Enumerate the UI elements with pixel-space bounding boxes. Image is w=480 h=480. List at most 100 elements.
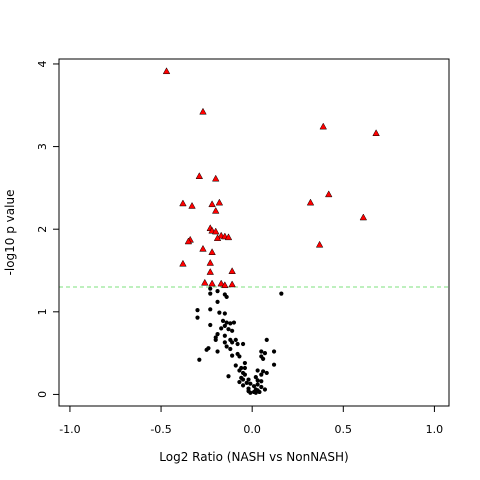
nonsignificant-point <box>195 308 200 313</box>
nonsignificant-point <box>259 384 264 390</box>
nonsignificant-point <box>240 377 246 382</box>
nonsignificant-point <box>255 368 260 373</box>
x-tick-label: -0.5 <box>150 423 171 436</box>
nonsignificant-point <box>197 357 202 362</box>
x-tick-label: 1.0 <box>426 423 444 436</box>
x-axis: -1.0 -0.5 0.0 0.5 1.0 <box>59 405 444 436</box>
significant-point <box>212 227 220 235</box>
significant-point <box>221 281 229 289</box>
significant-point <box>315 240 324 248</box>
nonsignificant-point <box>215 289 220 294</box>
significant-point <box>324 190 333 198</box>
nonsignificant-point <box>242 372 247 377</box>
nonsignificant-point <box>237 379 242 385</box>
nonsignificant-point <box>240 341 246 347</box>
significant-point <box>199 107 207 115</box>
nonsignificant-point <box>255 378 260 383</box>
nonsignificant-point <box>230 328 235 333</box>
significant-point <box>179 199 187 207</box>
nonsignificant-point <box>226 327 231 332</box>
significant-point <box>184 237 193 245</box>
nonsignificant-point <box>242 360 247 366</box>
nonsignificant-point <box>279 291 284 296</box>
nonsignificant-point <box>261 356 266 362</box>
x-tick-label: 0.0 <box>243 423 261 436</box>
y-tick-label: 4 <box>36 60 49 67</box>
x-tick-label: 0.5 <box>335 423 353 436</box>
nonsignificant-point <box>242 365 247 371</box>
nonsignificant-point <box>222 333 227 338</box>
significant-point <box>208 279 216 287</box>
significant-point <box>213 234 222 241</box>
data-points <box>162 67 380 395</box>
y-tick-label: 3 <box>36 143 49 150</box>
nonsignificant-point <box>228 321 233 326</box>
nonsignificant-point <box>248 381 253 386</box>
nonsignificant-point <box>228 346 233 352</box>
significant-point <box>224 233 233 241</box>
significant-point <box>359 213 368 221</box>
nonsignificant-point <box>233 363 238 368</box>
nonsignificant-point <box>215 332 220 337</box>
significant-point <box>179 259 187 267</box>
nonsignificant-point <box>215 349 220 354</box>
nonsignificant-point <box>208 307 213 312</box>
nonsignificant-point <box>230 340 235 345</box>
nonsignificant-point <box>224 344 229 349</box>
nonsignificant-point <box>257 389 262 395</box>
significant-point <box>206 258 214 266</box>
nonsignificant-point <box>251 384 257 389</box>
significant-point <box>306 198 315 206</box>
nonsignificant-point <box>244 380 249 385</box>
nonsignificant-point <box>226 374 231 379</box>
significant-point <box>199 244 207 252</box>
nonsignificant-point <box>230 353 235 358</box>
nonsignificant-point <box>253 374 258 380</box>
nonsignificant-point <box>215 299 220 304</box>
nonsignificant-point <box>213 337 218 343</box>
nonsignificant-point <box>224 294 229 300</box>
y-axis: 0 1 2 3 4 <box>36 60 60 398</box>
nonsignificant-point <box>255 382 260 387</box>
nonsignificant-point <box>237 354 242 359</box>
x-tick-label: -1.0 <box>59 423 80 436</box>
nonsignificant-point <box>264 370 269 376</box>
nonsignificant-point <box>233 337 238 343</box>
nonsignificant-point <box>262 387 268 392</box>
significant-point <box>208 200 216 208</box>
significant-point <box>228 267 236 274</box>
nonsignificant-point <box>259 372 264 377</box>
nonsignificant-point <box>219 326 224 331</box>
nonsignificant-point <box>208 291 213 296</box>
nonsignificant-point <box>259 379 264 384</box>
nonsignificant-point <box>253 390 258 395</box>
nonsignificant-point <box>240 383 246 388</box>
significant-point <box>188 201 196 209</box>
significant-point <box>217 279 225 287</box>
significant-point <box>208 248 216 255</box>
y-tick-label: 0 <box>36 391 49 398</box>
nonsignificant-point <box>259 349 264 354</box>
nonsignificant-point <box>222 311 227 316</box>
nonsignificant-point <box>220 318 226 324</box>
nonsignificant-point <box>224 320 229 325</box>
x-axis-title: Log2 Ratio (NASH vs NonNASH) <box>159 450 348 464</box>
nonsignificant-point <box>261 369 266 374</box>
nonsignificant-point <box>271 349 277 354</box>
significant-point <box>201 278 209 286</box>
nonsignificant-point <box>231 320 237 325</box>
significant-point <box>372 129 380 137</box>
significant-point <box>206 268 214 275</box>
significant-point <box>228 280 236 288</box>
nonsignificant-point <box>217 310 222 315</box>
y-tick-label: 2 <box>36 226 49 233</box>
y-axis-title: -log10 p value <box>3 190 17 276</box>
significant-point <box>212 206 220 214</box>
significant-point <box>215 198 224 206</box>
nonsignificant-point <box>208 322 213 328</box>
nonsignificant-point <box>264 337 269 343</box>
nonsignificant-point <box>204 347 209 352</box>
y-tick-label: 1 <box>36 308 49 315</box>
significant-point <box>212 174 220 182</box>
nonsignificant-point <box>235 341 240 347</box>
